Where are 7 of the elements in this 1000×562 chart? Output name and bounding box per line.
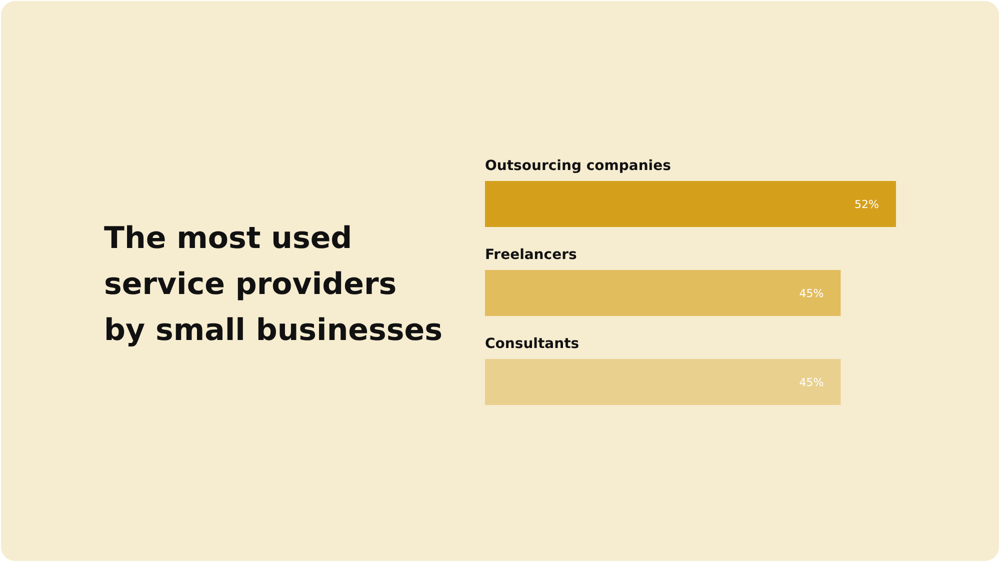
data-label: 52% (854, 198, 879, 211)
y-tick-label: Outsourcing companies (485, 158, 671, 174)
data-label: 45% (799, 287, 824, 300)
data-label: 45% (799, 376, 824, 389)
text: The most used service providers by small businesses (104, 221, 442, 348)
y-tick-label: Freelancers (485, 247, 577, 263)
y-tick-label: Consultants (485, 336, 580, 352)
